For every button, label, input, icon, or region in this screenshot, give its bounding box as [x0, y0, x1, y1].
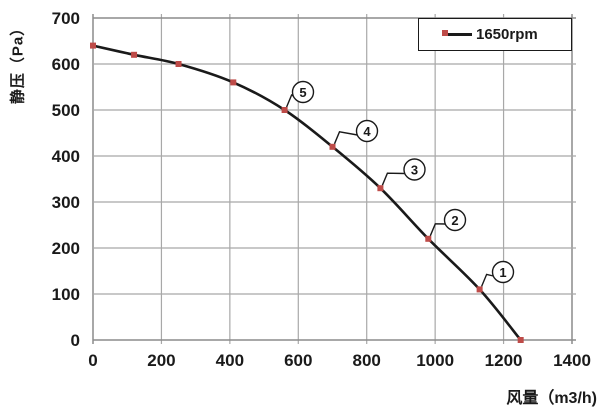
x-tick-label: 600 — [284, 351, 312, 370]
data-point-marker — [425, 235, 432, 242]
x-tick-label: 1400 — [553, 351, 591, 370]
x-tick-label: 1000 — [416, 351, 454, 370]
legend-line-sample — [442, 30, 472, 37]
annotation-leader-line — [480, 273, 494, 287]
y-tick-label: 700 — [52, 9, 80, 28]
annotation-circle — [443, 208, 467, 232]
data-point-marker — [175, 61, 182, 67]
y-axis-title: 静压（Pa） — [9, 19, 27, 105]
y-tick-label: 500 — [52, 101, 80, 120]
annotation-leader-line — [285, 94, 294, 108]
annotation-number: 2 — [451, 213, 458, 228]
performance-curve — [92, 44, 522, 341]
x-tick-label: 400 — [216, 351, 244, 370]
annotation-number: 1 — [499, 265, 506, 280]
data-point-marker — [329, 143, 336, 150]
x-tick-label: 800 — [353, 351, 381, 370]
data-point-marker — [476, 286, 483, 293]
annotation-circle — [403, 158, 426, 181]
legend: 1650rpm — [418, 18, 572, 51]
y-tick-label: 400 — [52, 147, 80, 166]
y-tick-label: 200 — [52, 239, 80, 258]
data-point-marker — [281, 107, 288, 113]
annotation-number: 3 — [411, 162, 418, 177]
data-point-marker — [90, 42, 96, 49]
annotation-circle — [291, 80, 315, 104]
annotation-circle — [355, 119, 379, 143]
data-point-marker — [131, 51, 138, 58]
annotation-leader-line — [333, 131, 358, 145]
x-tick-label: 0 — [88, 351, 97, 370]
y-tick-label: 0 — [71, 331, 80, 350]
x-tick-label: 1200 — [485, 351, 523, 370]
data-point-marker — [230, 79, 237, 86]
data-point-marker — [377, 185, 384, 192]
x-tick-label: 200 — [147, 351, 175, 370]
annotation-leader-line — [381, 172, 406, 186]
y-tick-label: 600 — [52, 55, 80, 74]
annotation-number: 4 — [363, 124, 371, 139]
legend-square-marker-icon — [442, 30, 448, 37]
annotation-circle — [491, 260, 515, 284]
annotation-number: 5 — [299, 85, 306, 100]
legend-series-label: 1650rpm — [476, 26, 538, 43]
annotation-leader-line — [429, 223, 446, 237]
y-tick-label: 100 — [52, 285, 80, 304]
y-tick-label: 300 — [52, 193, 80, 212]
data-point-marker — [517, 337, 524, 343]
x-axis-title: 风量（m3/h) — [506, 390, 597, 407]
